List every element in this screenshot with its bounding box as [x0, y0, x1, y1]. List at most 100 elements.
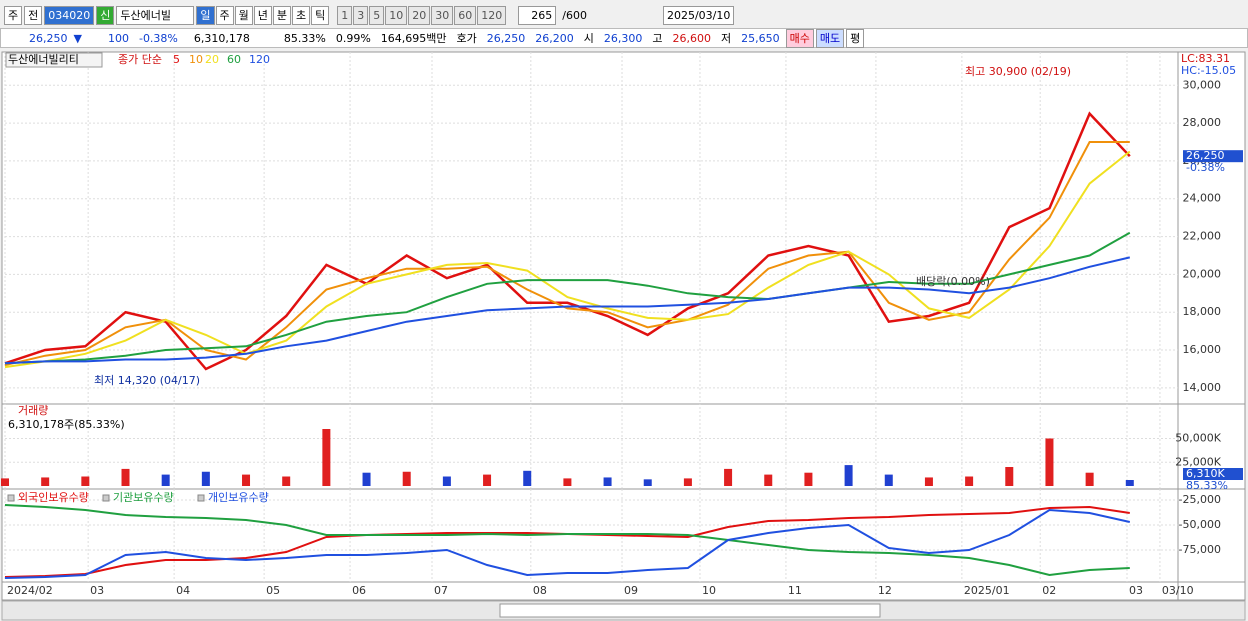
last-price-marker	[1183, 150, 1243, 163]
y-tick-label: 22,000	[1183, 230, 1222, 243]
period-button[interactable]: 틱	[311, 5, 330, 25]
indicator: LC:83.31	[1181, 52, 1230, 65]
new-badge: 신	[96, 5, 115, 25]
annotation: 최저 14,320 (04/17)	[94, 374, 200, 387]
y-tick-label: 14,000	[1183, 381, 1222, 394]
period-button[interactable]: 월	[234, 5, 253, 25]
volume-bar	[362, 472, 371, 486]
series-line	[4, 256, 1131, 365]
chart-title: 두산에너빌리티	[8, 53, 79, 66]
volume-bar	[402, 471, 411, 486]
interval-button[interactable]: 5	[369, 5, 385, 25]
turnover: 0.99%	[335, 31, 371, 45]
indicator: HC:-15.05	[1181, 64, 1236, 77]
y-tick-label: 20,000	[1183, 267, 1222, 280]
x-tick-label: 2025/01	[964, 584, 1010, 597]
series-line	[4, 508, 1131, 579]
period-button[interactable]: 분	[272, 5, 291, 25]
annotation: 최고 30,900 (02/19)	[965, 65, 1071, 78]
date[interactable]: 2025/03/10	[662, 5, 735, 25]
low-label: 저	[721, 32, 732, 45]
period-button[interactable]: 일	[196, 5, 215, 25]
period-button[interactable]: 년	[253, 5, 272, 25]
volume-bar	[322, 429, 331, 486]
volume-bar	[41, 477, 50, 486]
volume-bar	[683, 478, 692, 486]
volume: 6,310,178	[193, 31, 250, 45]
volume-ratio: 85.33%	[283, 31, 326, 45]
volume-bar	[1125, 480, 1134, 486]
open-label: 시	[583, 32, 594, 45]
count[interactable]: 265	[518, 5, 557, 25]
period-button[interactable]: 초	[292, 5, 311, 25]
legend-entry: 60	[227, 53, 241, 66]
interval-button[interactable]: 1	[337, 5, 353, 25]
last-price-label: 26,250	[1186, 149, 1225, 162]
volume-bar	[563, 478, 572, 486]
interval-button[interactable]: 3	[353, 5, 369, 25]
legend-entry: 20	[205, 53, 219, 66]
scroll-thumb[interactable]	[499, 603, 881, 618]
interval-button[interactable]: 60	[454, 5, 477, 25]
x-tick-label: 07	[434, 584, 448, 597]
legend-swatch	[197, 494, 205, 502]
x-tick-label: 06	[352, 584, 366, 597]
interval-button[interactable]: 20	[408, 5, 431, 25]
panel-subtitle: 6,310,178주(85.33%)	[8, 418, 125, 431]
last-volume-marker	[1183, 468, 1243, 481]
legend-entry: 외국인보유수량	[18, 491, 89, 504]
y-tick-label: 28,000	[1183, 116, 1222, 129]
volume-bar	[1085, 472, 1094, 486]
interval-button[interactable]: 30	[431, 5, 454, 25]
volume-bar	[724, 468, 733, 486]
legend-entry: 기관보유수량	[113, 491, 174, 504]
low: 25,650	[741, 31, 780, 45]
legend-entry: 개인보유수량	[208, 491, 269, 504]
price: 26,250	[29, 31, 68, 45]
buy-button[interactable]: 매수	[785, 28, 814, 48]
series-line	[4, 141, 1130, 367]
stock-name: 두산에너빌	[116, 5, 195, 25]
volume-bar	[1045, 438, 1054, 486]
market[interactable]: 주	[4, 5, 23, 25]
arrow: ▼	[73, 31, 82, 45]
high-label: 고	[652, 32, 663, 45]
series-line	[4, 231, 1131, 365]
chart-subtitle: 종가 단순	[118, 53, 162, 66]
x-tick-label: 03	[90, 584, 104, 597]
high: 26,600	[672, 31, 712, 45]
volume-bar	[804, 472, 813, 486]
prev[interactable]: 전	[24, 5, 43, 25]
y-tick-label: 25,000K	[1175, 455, 1221, 468]
open: 26,300	[603, 31, 643, 45]
sell-button[interactable]: 매도	[815, 28, 845, 48]
volume-bar	[201, 471, 210, 486]
chart: 2024/02 03 04 05 06 07 08 09 10 11 12 2025/01 02 03 03…	[1, 51, 1246, 621]
series-line	[4, 150, 1131, 369]
volume-bar	[161, 474, 170, 486]
legend-entry: 5	[173, 53, 180, 66]
volume-bar	[965, 476, 974, 486]
code-input[interactable]: 034020	[44, 5, 95, 25]
volume-bar	[242, 474, 251, 486]
max-count: /600	[562, 8, 587, 22]
period-button[interactable]: 주	[215, 5, 234, 25]
x-tick-label: 10	[702, 584, 716, 597]
volume-bar	[523, 470, 532, 486]
panel-title: 거래량	[18, 404, 48, 417]
legend-swatch	[102, 494, 110, 502]
volume-bar	[884, 474, 893, 486]
y-tick-label: 30,000	[1183, 78, 1222, 91]
volume-bar	[924, 477, 933, 486]
y-tick-label: 16,000	[1183, 343, 1222, 356]
volume-bar	[844, 465, 853, 486]
info-bar: 26,250 ▼ 100 -0.38% 6,310,178 85.33% 0.9…	[0, 28, 1248, 48]
legend-swatch	[7, 494, 15, 502]
avg-button[interactable]: 평	[846, 28, 865, 48]
interval-button[interactable]: 10	[385, 5, 408, 25]
volume-bar	[442, 476, 451, 486]
last-volume-label: 6,310K	[1186, 467, 1225, 480]
interval-button[interactable]: 120	[477, 5, 507, 25]
